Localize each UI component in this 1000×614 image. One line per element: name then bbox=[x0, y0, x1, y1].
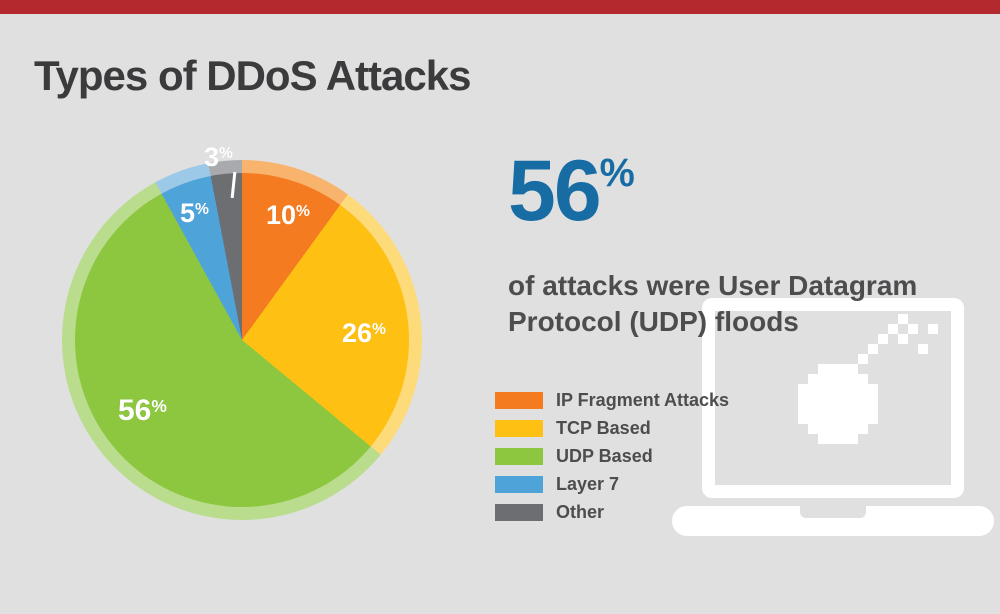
laptop-base bbox=[672, 506, 994, 536]
legend-item-layer7: Layer 7 bbox=[495, 474, 729, 494]
pie-main bbox=[75, 173, 409, 507]
legend-swatch-ip-fragment bbox=[495, 392, 543, 409]
headline-stat: 56% bbox=[508, 143, 635, 239]
legend-item-ip-fragment: IP Fragment Attacks bbox=[495, 390, 730, 410]
legend-swatch-udp bbox=[495, 448, 543, 465]
legend-label: UDP Based bbox=[556, 446, 653, 466]
legend-label: TCP Based bbox=[556, 418, 651, 438]
laptop-notch bbox=[800, 506, 866, 518]
chart-legend: IP Fragment Attacks TCP Based UDP Based … bbox=[495, 390, 730, 532]
slice-label-ip-fragment: 10% bbox=[266, 200, 310, 230]
slice-label-udp: 56% bbox=[118, 394, 167, 427]
legend-item-udp: UDP Based bbox=[495, 446, 729, 466]
legend-item-tcp: TCP Based bbox=[495, 418, 729, 438]
legend-swatch-other bbox=[495, 504, 543, 521]
laptop-screen bbox=[702, 298, 964, 498]
slice-label-other: 3% bbox=[204, 142, 233, 172]
slice-label-tcp: 26% bbox=[342, 318, 386, 348]
slice-label-layer7: 5% bbox=[180, 198, 209, 228]
legend-label: Layer 7 bbox=[556, 474, 620, 494]
legend-label: Other bbox=[556, 502, 605, 522]
top-accent-bar bbox=[0, 0, 1000, 14]
page-title: Types of DDoS Attacks bbox=[34, 52, 471, 100]
legend-label: IP Fragment Attacks bbox=[556, 390, 730, 410]
legend-swatch-layer7 bbox=[495, 476, 543, 493]
pie-chart: 10% 26% 56% 5% 3% bbox=[62, 144, 422, 520]
legend-item-other: Other bbox=[495, 502, 729, 522]
headline-description: of attacks were User Datagram Protocol (… bbox=[508, 270, 918, 337]
bomb-icon bbox=[798, 314, 938, 444]
legend-swatch-tcp bbox=[495, 420, 543, 437]
